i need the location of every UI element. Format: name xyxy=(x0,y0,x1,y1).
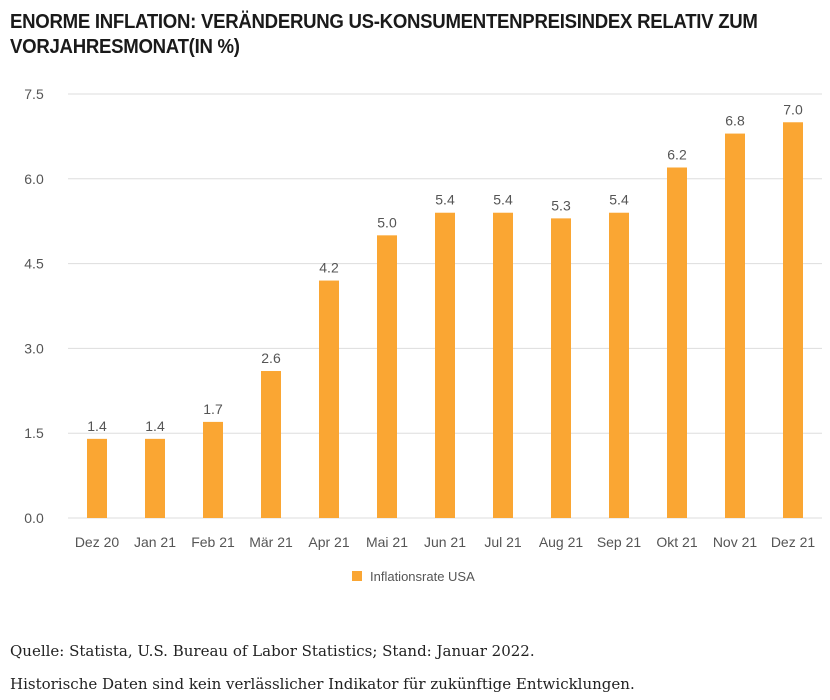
x-tick-label: Feb 21 xyxy=(191,534,235,550)
x-tick-label: Dez 20 xyxy=(75,534,120,550)
bar xyxy=(493,212,513,518)
bar xyxy=(725,133,745,518)
x-tick-label: Mai 21 xyxy=(366,534,408,550)
bar-value-label: 5.4 xyxy=(609,192,629,208)
bar-value-label: 7.0 xyxy=(783,101,803,117)
bar-value-label: 1.4 xyxy=(145,418,165,434)
x-tick-label: Jun 21 xyxy=(424,534,466,550)
bar xyxy=(87,438,107,518)
x-tick-label: Okt 21 xyxy=(656,534,697,550)
bar xyxy=(551,218,571,518)
bar xyxy=(377,235,397,519)
bar-value-label: 1.7 xyxy=(203,401,223,417)
y-tick-label: 0.0 xyxy=(24,510,44,526)
bar-value-label: 6.8 xyxy=(725,113,745,129)
disclaimer-note: Historische Daten sind kein verlässliche… xyxy=(10,675,635,693)
bar xyxy=(203,421,223,518)
bar-value-label: 6.2 xyxy=(667,146,687,162)
x-tick-label: Aug 21 xyxy=(539,534,584,550)
x-tick-label: Mär 21 xyxy=(249,534,293,550)
y-tick-label: 1.5 xyxy=(24,425,44,441)
bar xyxy=(145,438,165,518)
bar-value-label: 5.4 xyxy=(493,192,513,208)
bar xyxy=(261,371,281,518)
chart-title: ENORME INFLATION: VERÄNDERUNG US-KONSUME… xyxy=(10,11,758,58)
x-tick-label: Nov 21 xyxy=(713,534,758,550)
bar xyxy=(667,167,687,518)
x-tick-label: Sep 21 xyxy=(597,534,642,550)
bar-chart: 0.0 1.5 3.0 4.5 6.0 7.5 1.4 Dez 20 1.4 Jan 21 1.7 F… xyxy=(24,86,822,584)
bar-value-label: 5.4 xyxy=(435,192,455,208)
y-tick-label: 3.0 xyxy=(24,340,44,356)
y-tick-label: 4.5 xyxy=(24,256,44,272)
x-tick-label: Apr 21 xyxy=(308,534,349,550)
x-tick-label: Jul 21 xyxy=(484,534,522,550)
legend-swatch xyxy=(352,571,362,581)
y-tick-label: 6.0 xyxy=(24,171,44,187)
x-tick-label: Jan 21 xyxy=(134,534,176,550)
bar-value-label: 1.4 xyxy=(87,418,107,434)
bar xyxy=(609,212,629,518)
bar xyxy=(435,212,455,518)
bar-value-label: 5.0 xyxy=(377,214,397,230)
bar-value-label: 4.2 xyxy=(319,260,339,276)
bar xyxy=(783,122,803,519)
y-tick-label: 7.5 xyxy=(24,86,44,102)
x-tick-label: Dez 21 xyxy=(771,534,816,550)
bar-value-label: 2.6 xyxy=(261,350,281,366)
source-note: Quelle: Statista, U.S. Bureau of Labor S… xyxy=(10,642,535,660)
legend-label: Inflationsrate USA xyxy=(370,569,475,584)
bar xyxy=(319,280,339,518)
bar-value-label: 5.3 xyxy=(551,197,571,213)
